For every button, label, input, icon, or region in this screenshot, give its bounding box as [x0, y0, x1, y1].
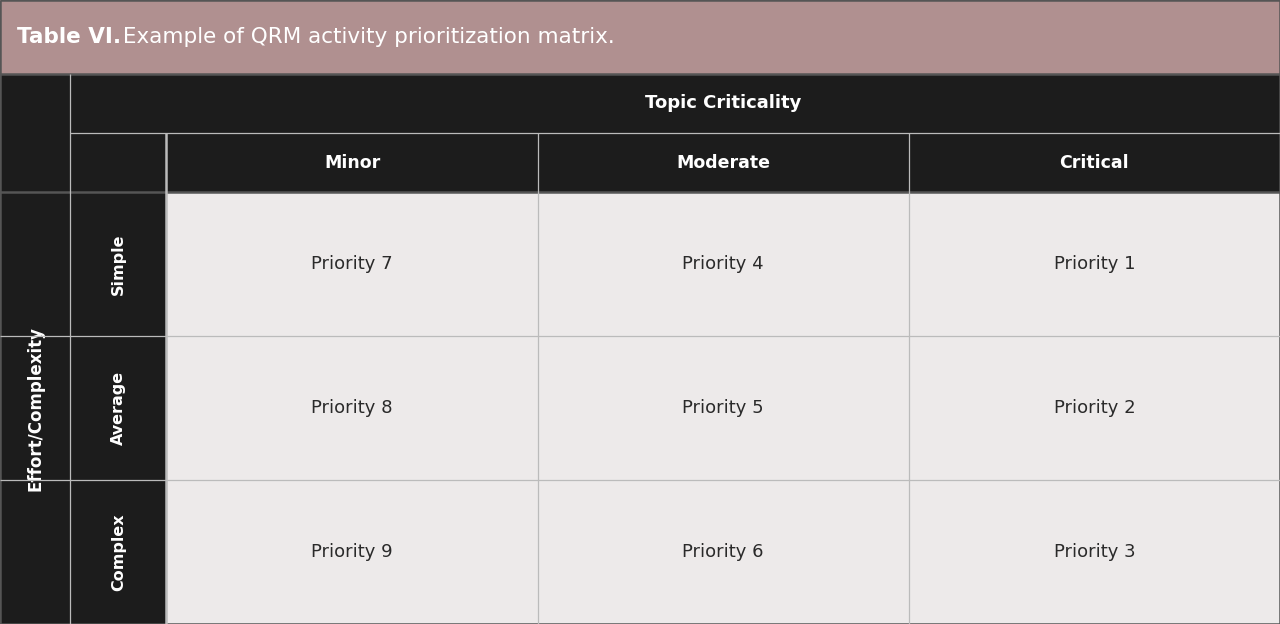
- Text: Minor: Minor: [324, 154, 380, 172]
- Text: Priority 9: Priority 9: [311, 543, 393, 561]
- Bar: [166, 192, 538, 336]
- Bar: [909, 192, 1280, 336]
- Text: Moderate: Moderate: [676, 154, 771, 172]
- Bar: [70, 480, 166, 624]
- Bar: [538, 480, 909, 624]
- Bar: [909, 336, 1280, 480]
- Bar: [0, 133, 1280, 192]
- Text: Priority 4: Priority 4: [682, 255, 764, 273]
- Text: Priority 2: Priority 2: [1053, 399, 1135, 417]
- Text: Topic Criticality: Topic Criticality: [645, 94, 801, 112]
- Bar: [166, 480, 538, 624]
- Bar: [0, 480, 70, 624]
- Bar: [70, 192, 166, 336]
- Text: Average: Average: [111, 371, 125, 445]
- Text: Table VI.: Table VI.: [17, 27, 120, 47]
- Text: Simple: Simple: [111, 233, 125, 295]
- Bar: [0, 74, 1280, 133]
- Text: Priority 1: Priority 1: [1053, 255, 1135, 273]
- Text: Example of QRM activity prioritization matrix.: Example of QRM activity prioritization m…: [116, 27, 616, 47]
- Bar: [538, 336, 909, 480]
- Text: Complex: Complex: [111, 513, 125, 591]
- Text: Effort/Complexity: Effort/Complexity: [26, 326, 45, 490]
- Text: Priority 6: Priority 6: [682, 543, 764, 561]
- Bar: [70, 336, 166, 480]
- Text: Priority 8: Priority 8: [311, 399, 393, 417]
- Bar: [0, 192, 70, 336]
- Bar: [909, 480, 1280, 624]
- Text: Priority 7: Priority 7: [311, 255, 393, 273]
- Bar: [538, 192, 909, 336]
- Bar: [0, 336, 70, 480]
- Text: Critical: Critical: [1060, 154, 1129, 172]
- Bar: [0, 0, 1280, 74]
- Text: Priority 5: Priority 5: [682, 399, 764, 417]
- Text: Priority 3: Priority 3: [1053, 543, 1135, 561]
- Bar: [166, 336, 538, 480]
